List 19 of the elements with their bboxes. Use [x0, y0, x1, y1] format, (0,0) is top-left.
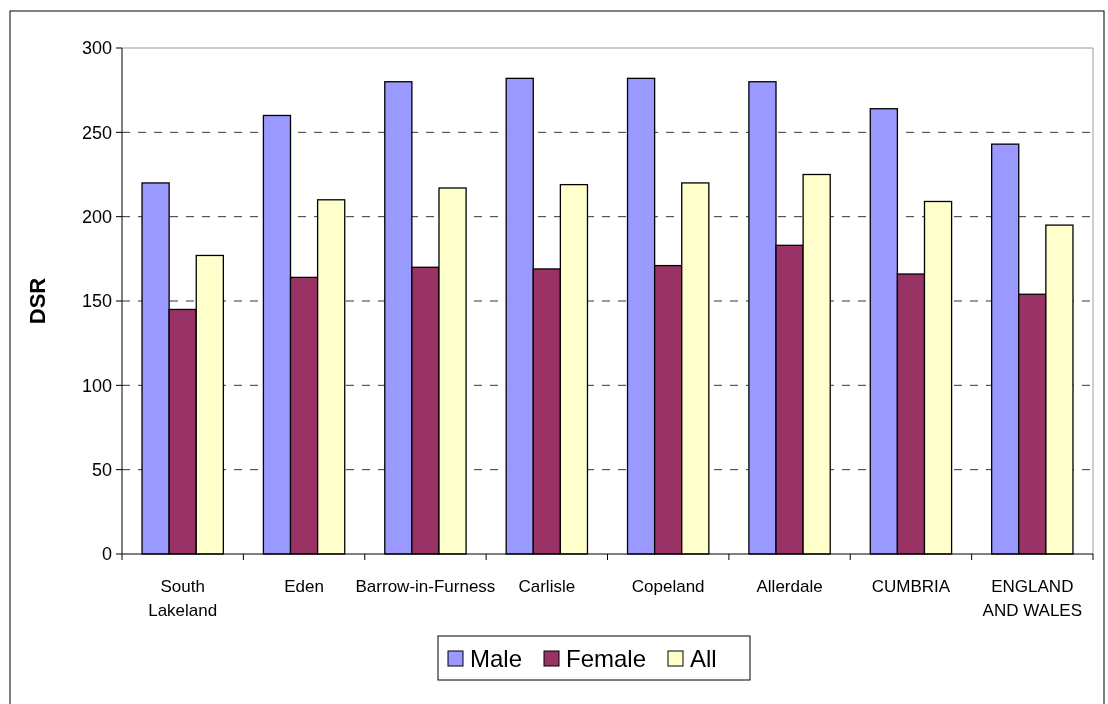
y-tick-label: 100 [81, 375, 112, 396]
x-tick-label: Copeland [631, 577, 705, 596]
y-tick-label: 50 [91, 459, 112, 480]
y-axis-title: DSR [25, 277, 50, 325]
x-tick-label: South Lakeland [148, 577, 218, 620]
y-tick-label: 150 [81, 291, 112, 312]
y-tick-label: 0 [101, 544, 112, 565]
x-tick-label: Allerdale [756, 577, 823, 596]
legend-label: Female [566, 645, 647, 673]
x-tick-label: ENGLAND AND WALES [982, 577, 1083, 620]
x-tick-label: Barrow-in-Furness [355, 577, 496, 596]
x-tick-label: Eden [284, 577, 324, 596]
legend-label: Male [470, 645, 523, 673]
y-tick-label: 200 [81, 206, 112, 227]
y-tick-label: 300 [81, 38, 112, 59]
y-tick-label: 250 [81, 122, 112, 143]
x-tick-label: Carlisle [518, 577, 576, 596]
x-tick-label: CUMBRIA [871, 577, 951, 596]
legend-label: All [690, 645, 717, 673]
